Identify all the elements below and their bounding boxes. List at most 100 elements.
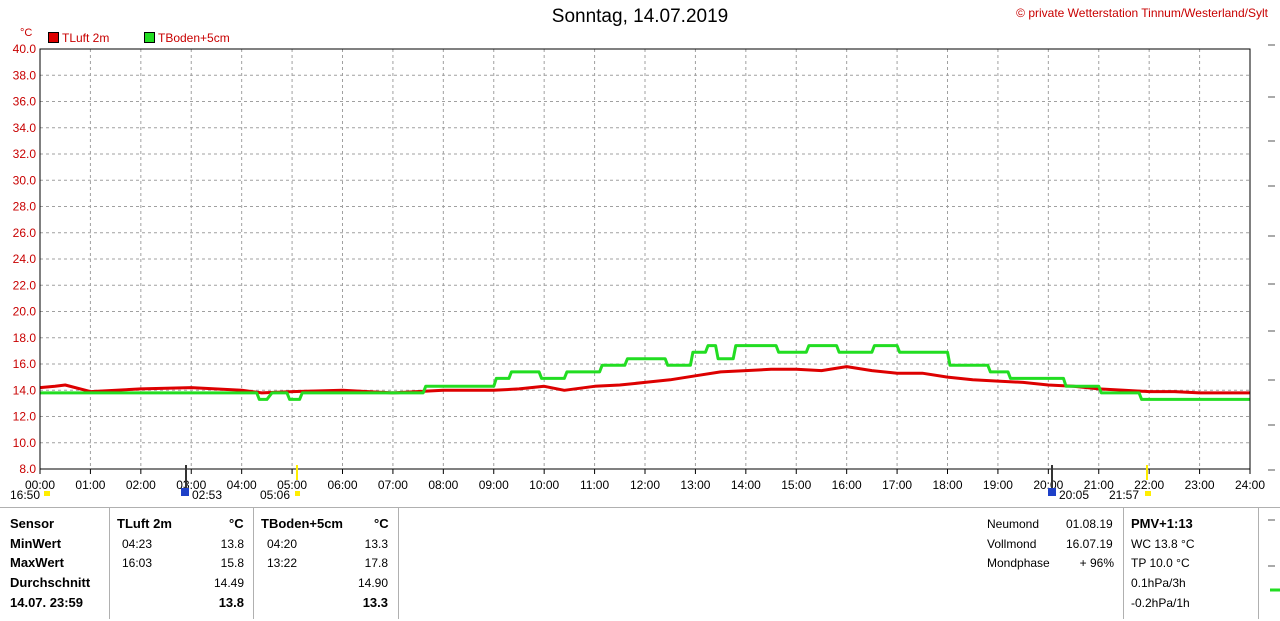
legend-label-tboden: TBoden+5cm [158,31,230,45]
panel-top-border [0,507,1280,508]
stats-tluft-avg-val: 14.49 [213,576,244,590]
moon-value-new: 01.08.19 [1066,517,1113,531]
x-tick-label: 18:00 [932,478,962,492]
stats-tboden-current-val: 13.3 [362,595,388,610]
x-tick-label: 07:00 [378,478,408,492]
stats-header-tboden-unit: °C [374,516,389,531]
x-tick-label: 02:00 [126,478,156,492]
plot-frame [39,48,1251,470]
marker-time-1: 02:53 [192,488,223,502]
legend-swatch-tluft [48,32,59,43]
y-tick-label: 26.0 [13,226,37,240]
x-tick-label: 23:00 [1185,478,1215,492]
right-edge-ticks [1268,44,1275,567]
pmv-line-wc: WC 13.8 °C [1131,537,1195,551]
stats-tboden-min-time: 04:20 [267,537,298,551]
x-tick-label: 22:00 [1134,478,1164,492]
y-tick-label: 36.0 [13,95,37,109]
x-tick-label: 00:00 [25,478,55,492]
panel-divider-4 [1123,507,1124,619]
x-tick-label: 01:00 [75,478,105,492]
moon-label-phase: Mondphase [987,556,1050,570]
stats-row-label-current: 14.07. 23:59 [10,595,84,610]
panel-divider-5 [1258,507,1259,619]
marker-moonrise-icon [181,488,189,496]
panel-divider-2 [253,507,254,619]
stats-tboden-min-val: 13.3 [364,537,388,551]
stats-header-sensor: Sensor [10,516,55,531]
marker-sunrise2-icon [295,491,300,496]
stats-tluft-max-val: 15.8 [220,556,244,570]
marker-time-3: 20:05 [1059,488,1090,502]
stats-row-label-avg: Durchschnitt [10,575,91,590]
y-tick-label: 18.0 [13,331,37,345]
moon-label-new: Neumond [987,517,1040,531]
panel-divider-1 [109,507,110,619]
panel-divider-3 [398,507,399,619]
chart-grid [40,49,1250,469]
moon-value-full: 16.07.19 [1066,537,1113,551]
chart-title: Sonntag, 14.07.2019 [551,6,729,27]
stats-header-tluft-unit: °C [229,516,244,531]
x-tick-label: 05:00 [277,478,307,492]
y-tick-label: 20.0 [13,305,37,319]
pmv-line-tp: TP 10.0 °C [1131,556,1190,570]
stats-tboden-max-time: 13:22 [267,556,298,570]
x-tick-label: 11:00 [580,478,609,492]
stats-tboden-max-val: 17.8 [364,556,388,570]
stats-tluft-max-time: 16:03 [122,556,153,570]
stats-tluft-min-val: 13.8 [220,537,244,551]
x-tick-label: 14:00 [731,478,761,492]
y-axis-unit: °C [20,27,33,39]
y-tick-label: 34.0 [13,121,37,135]
y-tick-label: 24.0 [13,252,37,266]
marker-time-2: 05:06 [260,488,291,502]
x-tick-label: 21:00 [1084,478,1114,492]
y-tick-label: 14.0 [13,383,37,397]
y-tick-label: 32.0 [13,147,37,161]
pmv-line-1h: -0.2hPa/1h [1131,596,1190,610]
y-tick-label: 40.0 [13,42,37,56]
marker-sunset-icon [1145,491,1151,496]
moon-label-full: Vollmond [987,537,1037,551]
legend-item-tboden: TBoden+5cm [144,31,230,45]
x-tick-label: 06:00 [327,478,357,492]
copyright-text: © private Wetterstation Tinnum/Westerlan… [1016,6,1268,20]
legend-item-tluft: TLuft 2m [48,31,109,45]
stats-tboden-avg-val: 14.90 [357,576,388,590]
y-tick-label: 22.0 [13,278,37,292]
marker-sunrise-icon [44,491,50,496]
stats-tluft-current-val: 13.8 [218,595,244,610]
x-tick-label: 24:00 [1235,478,1265,492]
x-tick-label: 10:00 [529,478,559,492]
x-tick-label: 17:00 [882,478,912,492]
legend-swatch-tboden [144,32,155,43]
y-tick-label: 12.0 [13,410,37,424]
stats-row-label-min: MinWert [10,536,62,551]
marker-time-sunrise: 16:50 [10,488,41,502]
marker-moonset-icon [1048,488,1056,496]
x-tick-label: 20:00 [1033,478,1063,492]
stats-header-tluft: TLuft 2m [117,516,172,531]
x-tick-label: 19:00 [983,478,1013,492]
pmv-title: PMV+1:13 [1131,516,1193,531]
y-tick-label: 28.0 [13,200,37,214]
y-tick-label: 30.0 [13,173,37,187]
y-tick-label: 8.0 [19,462,36,476]
stats-tluft-min-time: 04:23 [122,537,153,551]
y-tick-label: 10.0 [13,436,37,450]
legend-label-tluft: TLuft 2m [62,31,110,45]
stats-row-label-max: MaxWert [10,555,64,570]
stats-header-tboden: TBoden+5cm [261,516,343,531]
x-tick-label: 04:00 [227,478,257,492]
x-axis-ticks: 00:00 01:00 02:00 03:00 04:00 05:00 06:00 07:00… [25,469,1265,492]
x-tick-label: 16:00 [832,478,862,492]
x-tick-label: 09:00 [479,478,509,492]
series-line-tluft [39,365,1250,395]
series-line-tboden [40,344,1250,401]
x-tick-label: 12:00 [630,478,660,492]
x-tick-label: 08:00 [428,478,458,492]
y-tick-label: 16.0 [13,357,37,371]
x-tick-label: 13:00 [680,478,710,492]
